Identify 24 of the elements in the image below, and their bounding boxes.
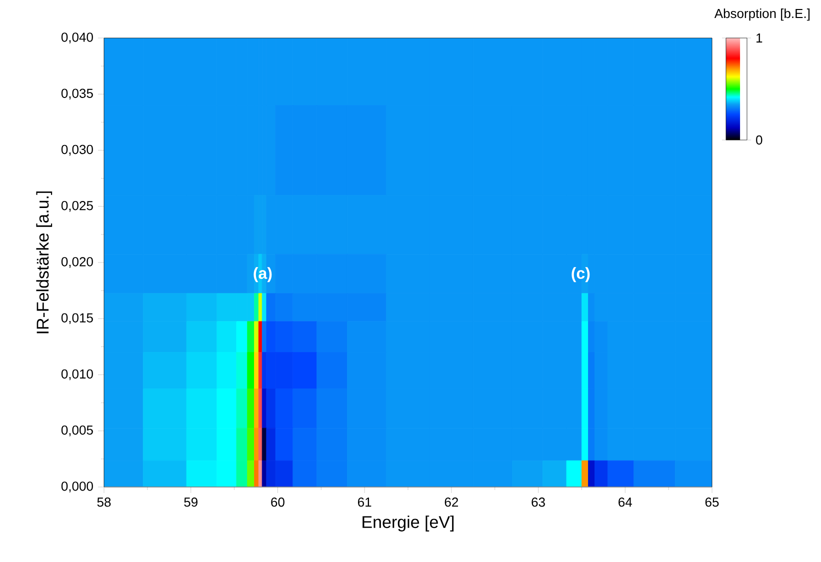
- x-tick-label: 59: [184, 498, 198, 507]
- y-axis-title: IR-Feldstärke [a.u.]: [36, 191, 52, 334]
- x-axis-title: Energie [eV]: [362, 516, 454, 532]
- y-tick-label: 0,000: [61, 482, 93, 492]
- x-tick-label: 63: [532, 498, 545, 507]
- y-tick-label: 0,030: [61, 144, 93, 156]
- x-tick-label: 64: [618, 498, 632, 507]
- y-tick-label: 0,025: [61, 201, 93, 212]
- annotation: (c): [572, 267, 590, 282]
- color-bar-label: 0: [756, 135, 762, 145]
- color-bar-label: 1: [756, 34, 762, 42]
- x-tick-label: 60: [271, 498, 284, 507]
- y-tick-label: 0,035: [61, 88, 93, 100]
- y-tick-label: 0,020: [61, 257, 93, 268]
- x-tick-label: 61: [358, 498, 372, 507]
- y-tick-label: 0,010: [61, 369, 93, 380]
- y-tick-label: 0,040: [61, 32, 93, 44]
- x-tick-label: 62: [444, 498, 458, 507]
- x-tick-label: 58: [97, 498, 111, 507]
- annotation: (a): [254, 267, 272, 282]
- y-tick-label: 0,005: [61, 426, 93, 436]
- color-bar-title: Absorption [b.E.]: [714, 8, 810, 21]
- x-tick-label: 65: [705, 498, 719, 507]
- y-tick-label: 0,015: [61, 313, 93, 324]
